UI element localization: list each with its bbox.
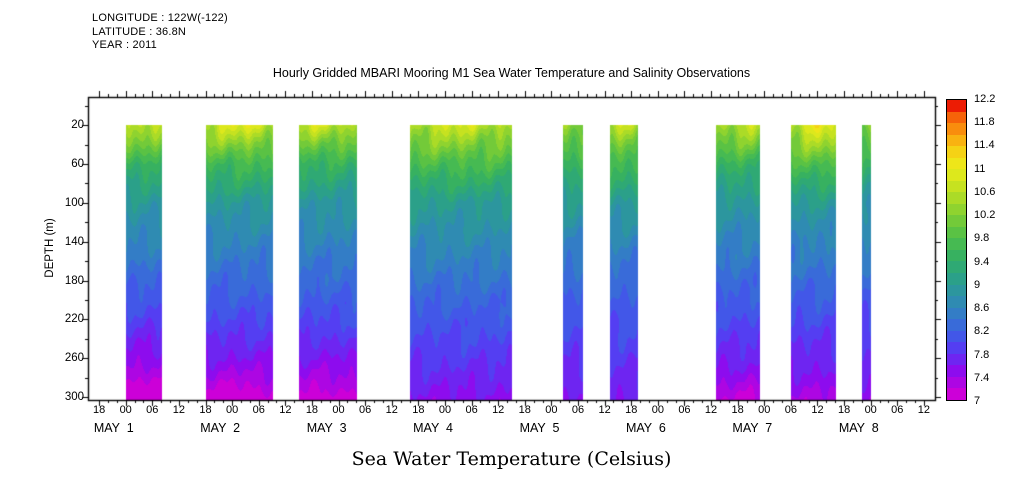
- colorbar-swatch: [947, 111, 966, 124]
- colorbar-tick-label: 7.4: [974, 371, 990, 384]
- colorbar-tick-label: 11.8: [974, 116, 995, 129]
- y-tick-label: 60: [71, 158, 84, 170]
- colorbar-swatch: [947, 261, 966, 273]
- day-label: MAY 2: [200, 421, 241, 435]
- colorbar-swatch: [947, 123, 966, 135]
- day-label: MAY 6: [625, 421, 666, 435]
- y-tick-label: 140: [64, 235, 84, 248]
- latitude-text: LATITUDE : 36.8N: [92, 25, 187, 38]
- colorbar-swatch: [947, 180, 966, 193]
- x-tick-label: 12: [704, 404, 718, 416]
- day-label: MAY 4: [413, 421, 453, 435]
- x-tick-label: 00: [758, 404, 771, 416]
- colorbar-swatch: [947, 169, 966, 181]
- header-info: LONGITUDE : 122W(-122) LATITUDE : 36.8N …: [92, 12, 228, 53]
- colorbar-tick-label: 10.6: [974, 185, 996, 198]
- heatmap-canvas: [78, 87, 945, 410]
- x-tick-label: 18: [731, 404, 744, 416]
- year-text: YEAR : 2011: [92, 39, 157, 51]
- colorbar-swatch: [947, 203, 966, 216]
- x-tick-label: 00: [225, 404, 239, 416]
- x-tick-label: 06: [678, 404, 691, 416]
- x-tick-label: 06: [465, 404, 478, 416]
- x-tick-label: 12: [172, 404, 186, 416]
- colorbar-swatch: [947, 307, 966, 320]
- colorbar-tick-label: 9.4: [974, 255, 990, 268]
- colorbar: [946, 99, 967, 401]
- colorbar-swatch: [947, 365, 966, 377]
- x-tick-label: 00: [545, 404, 558, 416]
- x-tick-label: 06: [571, 404, 585, 416]
- colorbar-tick-label: 7.8: [974, 348, 990, 361]
- colorbar-swatch: [947, 319, 966, 331]
- colorbar-swatch: [947, 215, 966, 227]
- x-tick-label: 00: [332, 404, 345, 416]
- colorbar-tick-label: 11.4: [974, 139, 995, 152]
- x-axis-title: Sea Water Temperature (Celsius): [351, 448, 672, 470]
- day-label: MAY 7: [732, 421, 773, 435]
- colorbar-swatch: [947, 330, 966, 343]
- x-tick-label: 12: [279, 404, 292, 416]
- colorbar-swatch: [947, 376, 966, 389]
- colorbar-swatch: [947, 249, 966, 262]
- x-tick-label: 18: [518, 404, 531, 416]
- x-tick-label: 06: [891, 404, 904, 416]
- x-tick-label: 00: [864, 404, 877, 416]
- x-tick-label: 18: [837, 404, 851, 416]
- colorbar-swatch: [947, 134, 966, 147]
- day-label: MAY 5: [519, 421, 560, 435]
- colorbar-tick-label: 12.2: [974, 93, 996, 105]
- x-tick-label: 06: [252, 404, 265, 416]
- y-tick-label: 220: [64, 313, 84, 326]
- colorbar-tick-label: 9.8: [974, 232, 990, 245]
- x-tick-label: 18: [625, 404, 638, 416]
- x-tick-label: 18: [412, 404, 425, 416]
- y-tick-label: 300: [64, 391, 84, 404]
- x-tick-label: 12: [598, 404, 611, 416]
- y-tick-label: 260: [64, 352, 84, 365]
- colorbar-swatch: [947, 100, 966, 112]
- x-tick-label: 18: [199, 404, 212, 416]
- x-tick-label: 00: [651, 404, 664, 416]
- y-tick-label: 100: [64, 196, 84, 209]
- colorbar-swatch: [947, 284, 966, 297]
- colorbar-swatch: [947, 388, 966, 400]
- colorbar-swatch: [947, 342, 966, 354]
- colorbar-tick-label: 11: [974, 162, 986, 175]
- x-tick-label: 00: [438, 404, 452, 416]
- x-tick-label: 06: [784, 404, 797, 416]
- chart-title: Hourly Gridded MBARI Mooring M1 Sea Wate…: [272, 66, 751, 80]
- x-tick-label: 06: [146, 404, 159, 416]
- colorbar-tick-label: 9: [974, 278, 981, 291]
- colorbar-tick-label: 10.2: [974, 209, 996, 222]
- x-tick-label: 12: [492, 404, 505, 416]
- y-tick-label: 180: [64, 274, 84, 287]
- colorbar-tick-label: 7: [974, 395, 981, 407]
- x-tick-label: 12: [811, 404, 824, 416]
- x-tick-label: 12: [917, 404, 931, 416]
- x-tick-label: 12: [385, 404, 398, 416]
- day-label: MAY 8: [838, 421, 879, 435]
- longitude-text: LONGITUDE : 122W(-122): [92, 12, 228, 24]
- colorbar-tick-label: 8.2: [974, 325, 990, 338]
- colorbar-swatch: [947, 353, 966, 366]
- colorbar-swatch: [947, 192, 966, 204]
- day-label: MAY 3: [306, 421, 347, 435]
- colorbar-swatch: [947, 146, 966, 158]
- colorbar-swatch: [947, 226, 966, 239]
- colorbar-swatch: [947, 238, 966, 250]
- x-tick-label: 06: [359, 404, 372, 416]
- x-tick-label: 18: [92, 404, 106, 416]
- x-tick-label: 00: [119, 404, 132, 416]
- x-tick-label: 18: [305, 404, 319, 416]
- colorbar-swatch: [947, 296, 966, 308]
- y-tick-label: 20: [71, 119, 84, 132]
- colorbar-swatch: [947, 272, 966, 285]
- colorbar-tick-label: 8.6: [974, 302, 990, 315]
- colorbar-swatch: [947, 157, 966, 170]
- y-axis-label: DEPTH (m): [44, 218, 56, 278]
- day-label: MAY 1: [93, 421, 134, 435]
